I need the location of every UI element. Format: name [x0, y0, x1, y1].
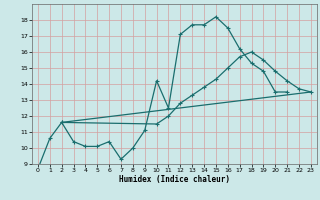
- X-axis label: Humidex (Indice chaleur): Humidex (Indice chaleur): [119, 175, 230, 184]
